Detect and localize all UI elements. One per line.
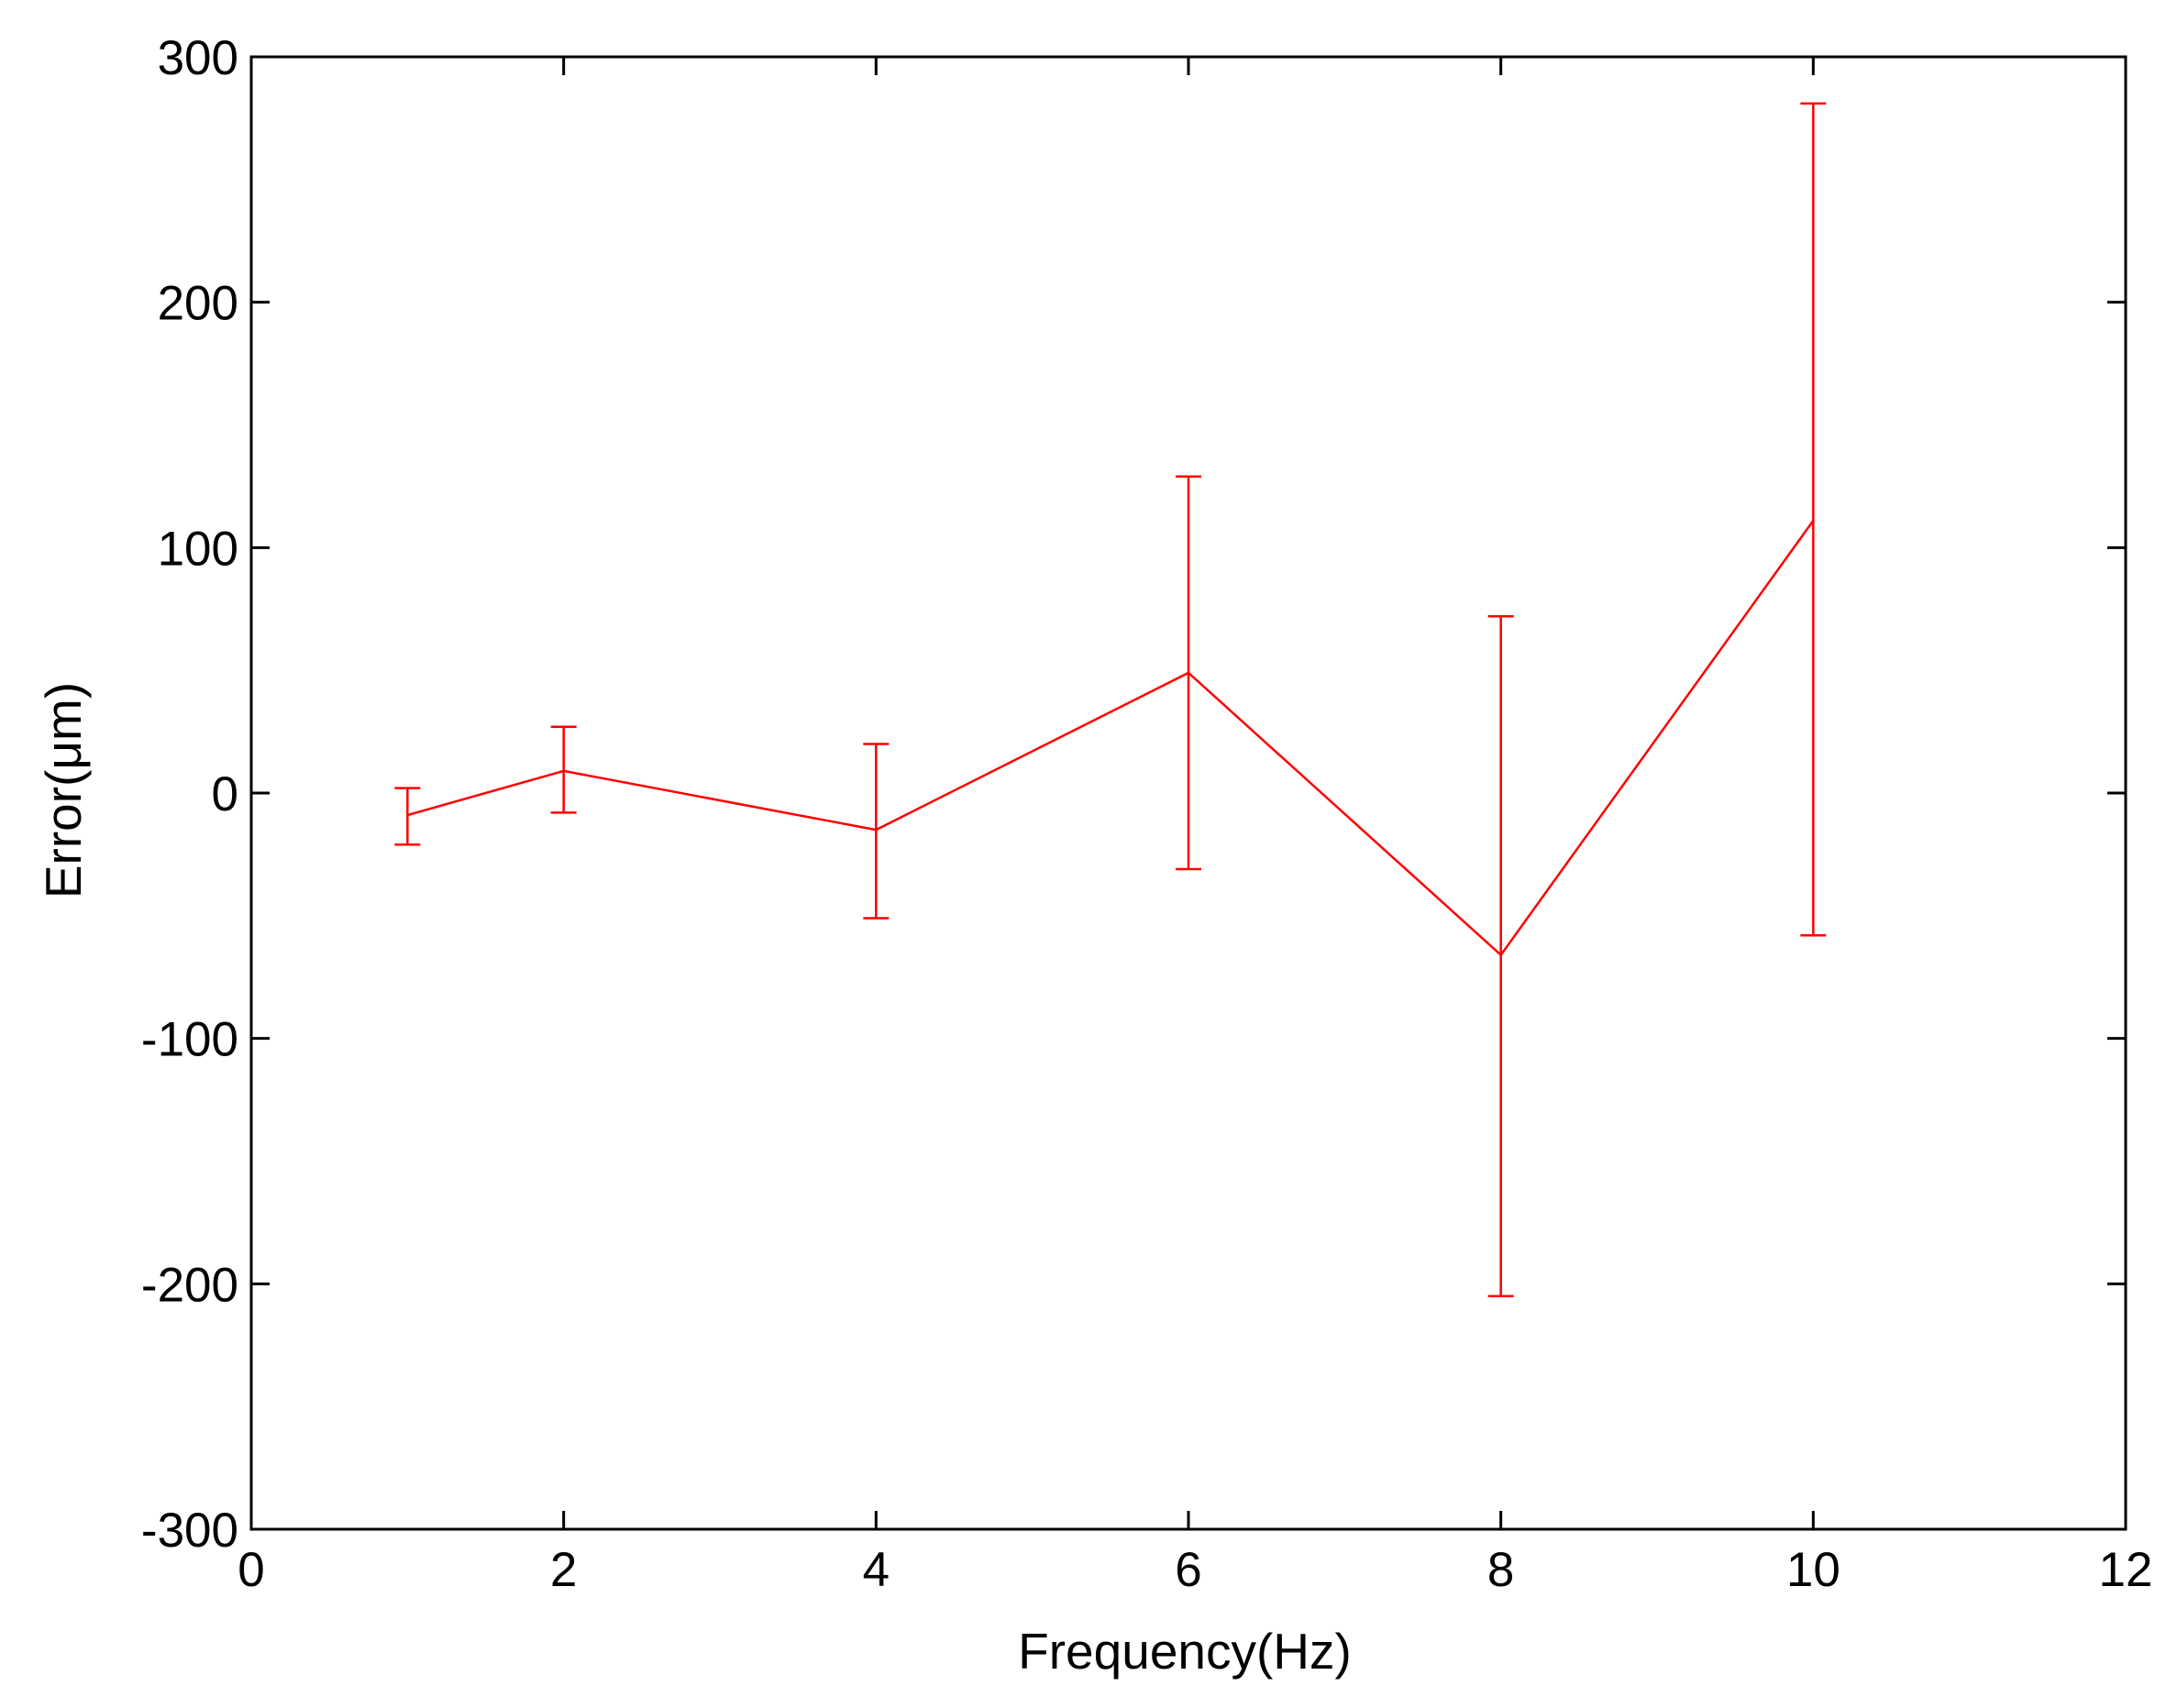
y-axis-label: Error(μm) xyxy=(35,682,92,898)
ticks-layer: 0 2 4 6 8 10 12 300 200 100 0 -100 -200 -300 xyxy=(141,31,2153,1597)
x-tick-label: 10 xyxy=(1786,1543,1840,1597)
x-tick-label: 6 xyxy=(1175,1543,1201,1597)
y-tick-label: 300 xyxy=(158,31,238,85)
x-tick-label: 0 xyxy=(238,1543,264,1597)
y-tick-label: -100 xyxy=(141,1013,238,1067)
series-line xyxy=(406,520,1815,957)
y-tick-label: 0 xyxy=(212,767,238,821)
series-layer xyxy=(394,102,1827,1297)
x-tick-label: 12 xyxy=(2099,1543,2153,1597)
x-tick-label: 8 xyxy=(1487,1543,1514,1597)
x-axis-label: Frequency(Hz) xyxy=(1018,1623,1352,1680)
y-tick-label: 100 xyxy=(158,522,238,576)
y-tick-label: 200 xyxy=(158,277,238,331)
x-tick-label: 4 xyxy=(863,1543,890,1597)
y-tick-label: -200 xyxy=(141,1258,238,1312)
y-tick-label: -300 xyxy=(141,1504,238,1558)
x-tick-label: 2 xyxy=(550,1543,577,1597)
